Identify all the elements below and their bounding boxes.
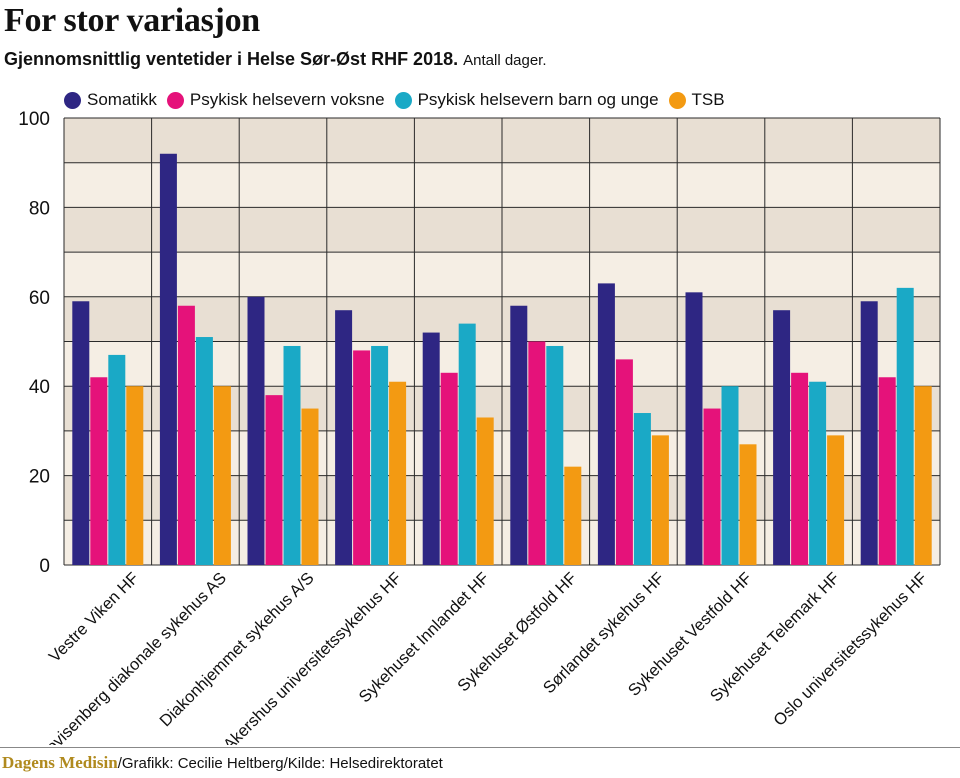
x-tick-label: Akershus universitetssykehus HF — [220, 569, 405, 745]
y-tick-label: 100 — [18, 110, 50, 130]
bar-tsb — [476, 417, 494, 565]
legend-swatch-barn — [394, 91, 412, 109]
bar-tsb — [914, 386, 932, 565]
legend-swatch-somatikk — [64, 91, 81, 109]
legend-item-voksne: Psykisk helsevern voksne — [166, 90, 385, 110]
bar-tsb — [827, 435, 845, 565]
bar-psykisk-helsevern-voksne — [615, 359, 633, 565]
bar-psykisk-helsevern-barn-og-unge — [195, 337, 213, 565]
chart-title: For stor variasjon — [4, 2, 260, 39]
legend-item-somatikk: Somatikk — [64, 90, 157, 110]
bar-psykisk-helsevern-barn-og-unge — [371, 345, 389, 565]
bar-psykisk-helsevern-voksne — [90, 377, 108, 565]
y-tick-label: 20 — [29, 467, 50, 488]
bar-somatikk — [597, 283, 615, 565]
bar-tsb — [213, 386, 231, 565]
footer-credit: /Grafikk: Cecilie Heltberg/Kilde: Helsed… — [117, 755, 443, 772]
bar-somatikk — [335, 310, 353, 565]
bar-psykisk-helsevern-barn-og-unge — [458, 323, 476, 565]
legend-swatch-tsb — [668, 91, 686, 109]
y-tick-label: 0 — [39, 556, 50, 577]
bar-psykisk-helsevern-voksne — [703, 408, 721, 565]
y-tick-label: 40 — [29, 377, 50, 398]
bar-tsb — [651, 435, 669, 565]
bar-tsb — [389, 381, 407, 565]
bar-psykisk-helsevern-barn-og-unge — [633, 413, 651, 565]
bar-somatikk — [773, 310, 791, 565]
bar-psykisk-helsevern-voksne — [353, 350, 371, 565]
bar-somatikk — [159, 153, 177, 565]
bar-psykisk-helsevern-barn-og-unge — [108, 354, 126, 565]
bar-somatikk — [685, 292, 703, 565]
footer-divider — [0, 747, 960, 748]
bar-tsb — [739, 444, 757, 565]
bar-psykisk-helsevern-barn-og-unge — [896, 287, 914, 565]
bar-somatikk — [422, 332, 440, 565]
bar-tsb — [564, 466, 582, 565]
y-tick-label: 80 — [29, 198, 50, 219]
bar-somatikk — [510, 305, 528, 565]
footer: Dagens Medisin/Grafikk: Cecilie Heltberg… — [2, 753, 443, 773]
legend-label: Psykisk helsevern barn og unge — [417, 90, 659, 109]
legend-label: TSB — [691, 90, 725, 109]
brand-logo: Dagens Medisin — [2, 753, 118, 772]
bar-psykisk-helsevern-barn-og-unge — [721, 386, 739, 565]
bar-psykisk-helsevern-voksne — [528, 341, 546, 565]
bar-somatikk — [860, 301, 878, 565]
legend-swatch-voksne — [166, 91, 184, 109]
bar-somatikk — [247, 296, 265, 565]
bar-psykisk-helsevern-barn-og-unge — [283, 345, 301, 565]
subtitle-text: Gjennomsnittlig ventetider i Helse Sør-Ø… — [4, 49, 459, 69]
legend-item-barn: Psykisk helsevern barn og unge — [394, 90, 659, 110]
x-tick-label: Diakonhjemmet sykehus A/S — [156, 569, 317, 730]
bar-psykisk-helsevern-voksne — [440, 372, 458, 565]
bar-somatikk — [72, 301, 90, 565]
x-tick-label: Vestre Viken HF — [46, 569, 143, 666]
legend-label: Psykisk helsevern voksne — [189, 90, 385, 109]
bar-tsb — [126, 386, 144, 565]
legend-item-tsb: TSB — [668, 90, 725, 110]
bar-psykisk-helsevern-barn-og-unge — [546, 345, 564, 565]
bar-psykisk-helsevern-voksne — [265, 395, 283, 565]
y-tick-label: 60 — [29, 288, 50, 309]
chart-subtitle: Gjennomsnittlig ventetider i Helse Sør-Ø… — [4, 49, 547, 70]
bar-tsb — [301, 408, 319, 565]
bar-psykisk-helsevern-voksne — [177, 305, 195, 565]
bar-psykisk-helsevern-voksne — [791, 372, 809, 565]
bar-psykisk-helsevern-voksne — [878, 377, 896, 565]
legend: Somatikk Psykisk helsevern voksne Psykis… — [64, 90, 735, 110]
bar-psykisk-helsevern-barn-og-unge — [809, 381, 827, 565]
legend-label: Somatikk — [87, 90, 157, 109]
unit-note: Antall dager. — [463, 52, 547, 69]
x-tick-label: Oslo universitetssykehus HF — [770, 569, 931, 730]
